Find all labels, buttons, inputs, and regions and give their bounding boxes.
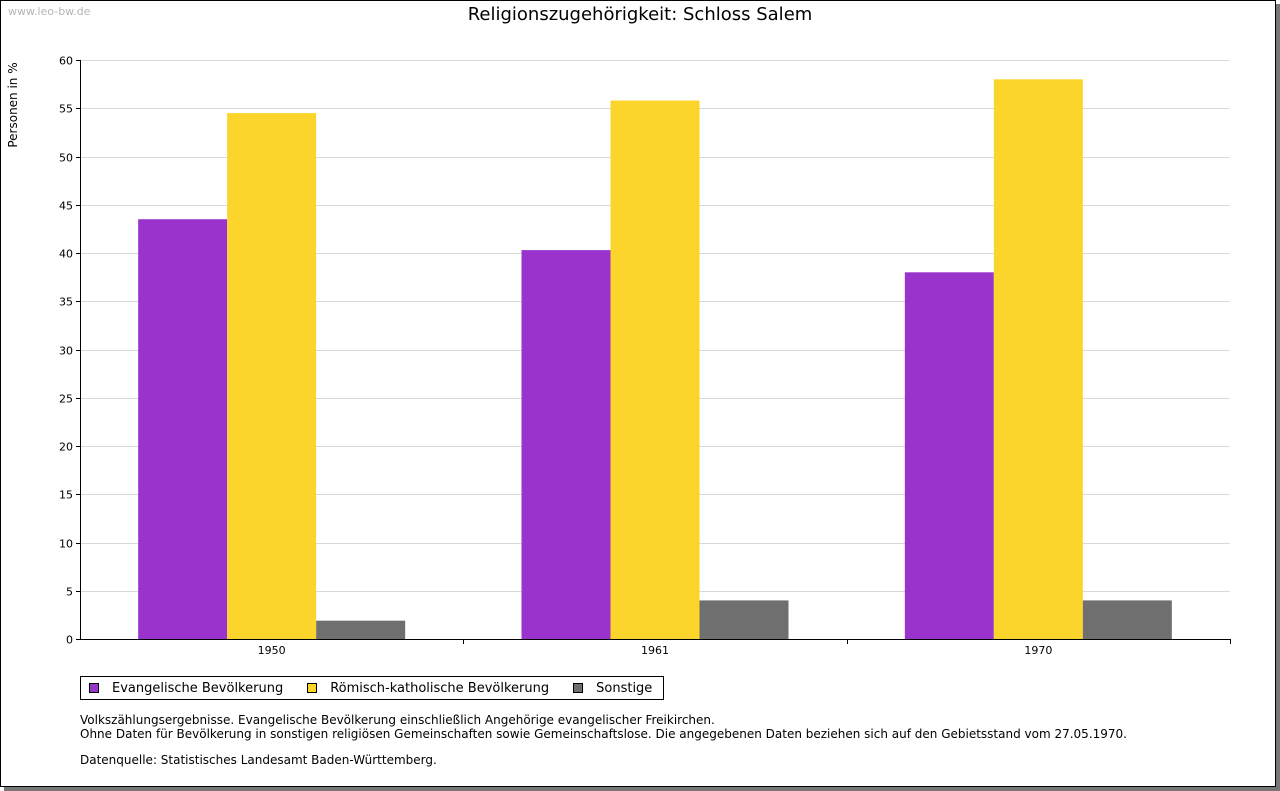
y-tick-label: 50 <box>59 152 73 165</box>
y-tick-label: 60 <box>59 55 73 68</box>
bar <box>316 620 406 639</box>
legend-item-sonstige: Sonstige <box>573 681 652 696</box>
y-tick-label: 40 <box>59 248 73 261</box>
y-tick-label: 0 <box>66 634 73 647</box>
bar <box>610 100 700 639</box>
bar <box>699 600 789 639</box>
legend-swatch-katholisch <box>307 683 318 693</box>
y-tick-label: 30 <box>59 345 73 358</box>
bar <box>521 250 611 640</box>
x-tick-label: 1961 <box>641 644 669 657</box>
y-tick-label: 35 <box>59 296 73 309</box>
bar <box>993 79 1083 640</box>
legend-label-katholisch: Römisch-katholische Bevölkerung <box>330 680 550 696</box>
legend-item-evangelisch: Evangelische Bevölkerung <box>89 681 283 696</box>
legend-label-evangelisch: Evangelische Bevölkerung <box>112 680 284 696</box>
legend-item-katholisch: Römisch-katholische Bevölkerung <box>307 681 549 696</box>
legend-swatch-sonstige <box>573 683 584 693</box>
y-tick-label: 15 <box>59 489 73 502</box>
bar <box>1082 600 1172 639</box>
y-tick-label: 25 <box>59 393 73 406</box>
y-tick-label: 20 <box>59 441 73 454</box>
legend: Evangelische Bevölkerung Römisch-katholi… <box>80 676 665 700</box>
chart-notes: Volkszählungsergebnisse. Evangelische Be… <box>80 713 1127 767</box>
legend-swatch-evangelisch <box>89 683 99 693</box>
y-tick-label: 55 <box>59 103 73 116</box>
note-line-1: Volkszählungsergebnisse. Evangelische Be… <box>80 713 715 727</box>
bar <box>227 113 317 639</box>
y-tick-label: 10 <box>59 538 73 551</box>
bar <box>138 219 228 639</box>
chart-title: Religionszugehörigkeit: Schloss Salem <box>467 4 813 25</box>
watermark: www.leo-bw.de <box>8 5 91 18</box>
x-tick-label: 1950 <box>258 644 286 657</box>
legend-label-sonstige: Sonstige <box>596 680 653 696</box>
y-tick-label: 5 <box>66 586 73 599</box>
bar <box>904 272 994 639</box>
y-tick-label: 45 <box>59 200 73 213</box>
note-line-2: Ohne Daten für Bevölkerung in sonstigen … <box>80 727 1127 741</box>
data-source: Datenquelle: Statistisches Landesamt Bad… <box>80 753 437 767</box>
x-tick-label: 1970 <box>1024 644 1052 657</box>
